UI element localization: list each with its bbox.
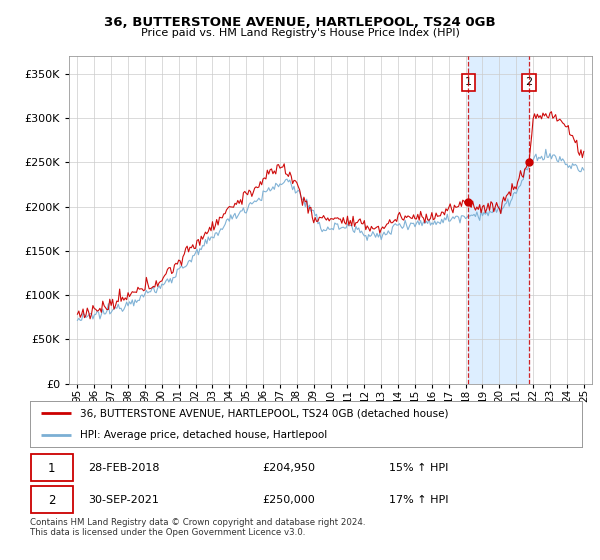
Bar — [469, 56, 529, 384]
FancyBboxPatch shape — [31, 454, 73, 481]
Text: £204,950: £204,950 — [262, 463, 315, 473]
Text: Price paid vs. HM Land Registry's House Price Index (HPI): Price paid vs. HM Land Registry's House … — [140, 28, 460, 38]
Text: 1: 1 — [465, 77, 472, 87]
Text: 2: 2 — [526, 77, 532, 87]
Text: 1: 1 — [48, 461, 55, 474]
Text: 36, BUTTERSTONE AVENUE, HARTLEPOOL, TS24 0GB (detached house): 36, BUTTERSTONE AVENUE, HARTLEPOOL, TS24… — [80, 408, 448, 418]
Text: 2: 2 — [48, 493, 55, 507]
Text: 30-SEP-2021: 30-SEP-2021 — [88, 495, 159, 505]
FancyBboxPatch shape — [31, 486, 73, 513]
Text: 15% ↑ HPI: 15% ↑ HPI — [389, 463, 448, 473]
Text: Contains HM Land Registry data © Crown copyright and database right 2024.
This d: Contains HM Land Registry data © Crown c… — [30, 518, 365, 538]
Text: £250,000: £250,000 — [262, 495, 314, 505]
Text: 36, BUTTERSTONE AVENUE, HARTLEPOOL, TS24 0GB: 36, BUTTERSTONE AVENUE, HARTLEPOOL, TS24… — [104, 16, 496, 29]
Text: 17% ↑ HPI: 17% ↑ HPI — [389, 495, 448, 505]
Text: 28-FEB-2018: 28-FEB-2018 — [88, 463, 160, 473]
Text: HPI: Average price, detached house, Hartlepool: HPI: Average price, detached house, Hart… — [80, 431, 327, 440]
